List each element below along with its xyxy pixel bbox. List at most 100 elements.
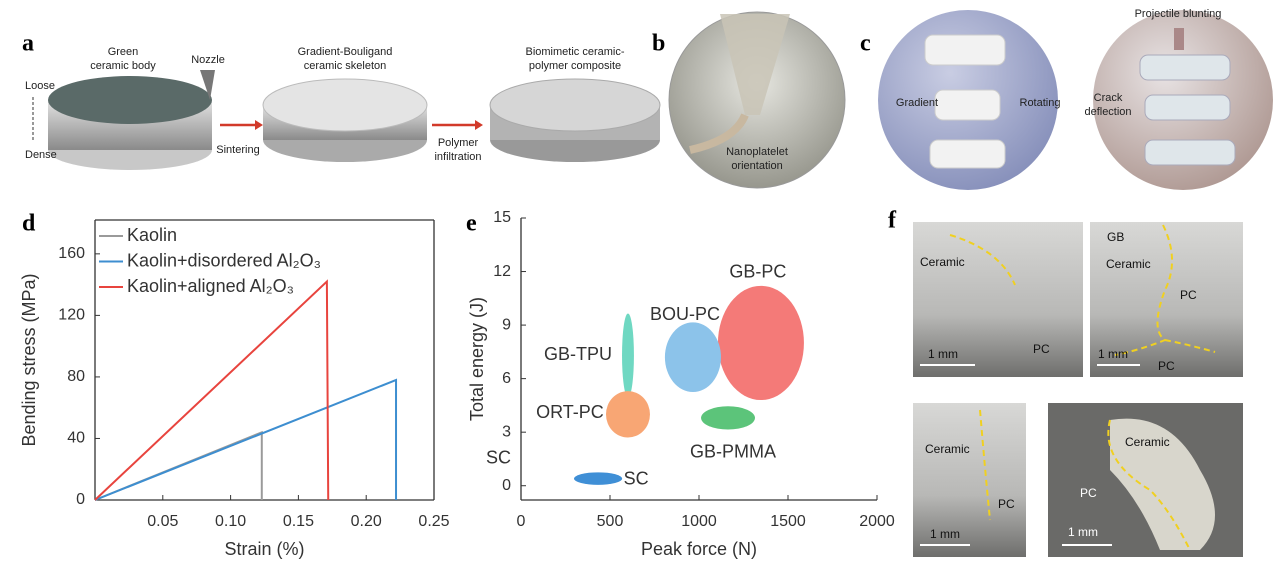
label: Loose bbox=[25, 80, 55, 92]
crack-path bbox=[949, 234, 1016, 286]
arrow-head bbox=[255, 120, 263, 130]
series-label: SC bbox=[624, 468, 649, 488]
y-axis-title: Total energy (J) bbox=[467, 297, 487, 421]
disk-top bbox=[489, 78, 661, 132]
label: Polymer bbox=[438, 137, 479, 149]
rods bbox=[1139, 54, 1231, 81]
label: PC bbox=[1180, 288, 1197, 302]
label: 1 mm bbox=[1098, 347, 1128, 361]
label: ceramic body bbox=[90, 60, 156, 72]
micrograph bbox=[913, 403, 1026, 557]
y-tick-label: 0 bbox=[76, 491, 85, 508]
arrow-head bbox=[475, 120, 483, 130]
label: Projectile blunting bbox=[1135, 8, 1222, 20]
label: Rotating bbox=[1020, 97, 1061, 109]
panel-f: f Ceramic 1 mm PC GB Ceramic PC 1 mm PC … bbox=[888, 208, 1243, 557]
series-label: ORT-PC bbox=[536, 402, 604, 422]
rods bbox=[1144, 139, 1236, 166]
y-tick-label: 0 bbox=[502, 477, 511, 494]
label: 1 mm bbox=[928, 347, 958, 361]
label: Ceramic bbox=[1106, 257, 1151, 271]
crack-path bbox=[979, 409, 991, 521]
label: Biomimetic ceramic- bbox=[525, 46, 624, 58]
y-tick-label: 15 bbox=[493, 209, 511, 226]
label: 1 mm bbox=[1068, 525, 1098, 539]
label: Ceramic bbox=[920, 255, 965, 269]
panel-letter: f bbox=[888, 208, 897, 234]
data-region bbox=[574, 472, 623, 485]
x-axis-title: Peak force (N) bbox=[641, 539, 757, 559]
panel-c: c Gradient Rotating Projectile blunting … bbox=[860, 8, 1273, 190]
filament bbox=[689, 113, 749, 154]
y-tick-label: 160 bbox=[58, 245, 85, 262]
label: PC bbox=[1033, 342, 1050, 356]
label: Nanoplatelet bbox=[726, 146, 788, 158]
data-region bbox=[717, 285, 804, 401]
y-tick-label: 3 bbox=[502, 423, 511, 440]
micrograph bbox=[913, 222, 1083, 377]
y-tick-label: 9 bbox=[502, 316, 511, 333]
series-label: GB-PC bbox=[729, 262, 786, 282]
rods bbox=[1144, 94, 1231, 121]
x-tick-label: 0.10 bbox=[215, 513, 246, 530]
label: Crack bbox=[1094, 92, 1123, 104]
y-tick-label: 80 bbox=[67, 368, 85, 385]
label: Ceramic bbox=[925, 442, 970, 456]
series-label: GB-PMMA bbox=[690, 442, 776, 462]
panel-letter: e bbox=[466, 211, 477, 237]
y-tick-label: 120 bbox=[58, 307, 85, 324]
x-tick-label: 0.05 bbox=[147, 513, 178, 530]
y-tick-label: 12 bbox=[493, 263, 511, 280]
data-line bbox=[94, 378, 398, 501]
label: Nozzle bbox=[191, 54, 225, 66]
label: Sintering bbox=[216, 144, 259, 156]
label: 1 mm bbox=[930, 527, 960, 541]
x-tick-label: 1500 bbox=[770, 513, 806, 530]
y-axis-title: Bending stress (MPa) bbox=[19, 273, 39, 446]
panel-letter: a bbox=[22, 31, 34, 57]
disk-top bbox=[262, 78, 428, 132]
panel-b: b Nanoplatelet orientation bbox=[652, 11, 846, 189]
x-tick-label: 0.20 bbox=[351, 513, 382, 530]
ceramic-region bbox=[1110, 418, 1215, 550]
series-label: BOU-PC bbox=[650, 304, 720, 324]
label: Dense bbox=[25, 149, 57, 161]
label: ceramic skeleton bbox=[304, 60, 387, 72]
crack-path bbox=[1114, 224, 1216, 356]
x-tick-label: 0.25 bbox=[418, 513, 449, 530]
nozzle bbox=[200, 70, 215, 100]
data-region bbox=[605, 391, 650, 438]
label: Gradient bbox=[896, 97, 938, 109]
disk-top bbox=[48, 76, 212, 124]
label: PC bbox=[998, 497, 1015, 511]
nozzle bbox=[720, 14, 790, 115]
micrograph bbox=[1090, 222, 1243, 377]
label: Gradient-Bouligand bbox=[298, 46, 393, 58]
series-label: GB-TPU bbox=[544, 344, 612, 364]
label: PC bbox=[1158, 359, 1175, 373]
label: Green bbox=[108, 46, 139, 58]
x-tick-label: 0 bbox=[517, 513, 526, 530]
label: deflection bbox=[1084, 106, 1131, 118]
panel-letter: d bbox=[22, 211, 36, 237]
rods bbox=[934, 89, 1001, 121]
x-tick-label: 500 bbox=[597, 513, 624, 530]
x-tick-label: 1000 bbox=[681, 513, 717, 530]
data-line bbox=[94, 279, 330, 501]
label: polymer composite bbox=[529, 60, 621, 72]
panel-letter: b bbox=[652, 31, 665, 57]
y-tick-label: 6 bbox=[502, 370, 511, 387]
label: infiltration bbox=[434, 151, 481, 163]
data-region bbox=[701, 406, 755, 430]
label: Ceramic bbox=[1125, 435, 1170, 449]
rods bbox=[929, 139, 1006, 169]
label: GB bbox=[1107, 230, 1124, 244]
legend-label: Kaolin+aligned Al₂O₃ bbox=[127, 276, 294, 296]
label: PC bbox=[1080, 486, 1097, 500]
legend-label: Kaolin+disordered Al₂O₃ bbox=[127, 250, 321, 270]
rods bbox=[924, 34, 1006, 66]
panel-a: a Green ceramic body Nozzle Loose Dense … bbox=[22, 31, 661, 170]
panel-letter: c bbox=[860, 31, 871, 57]
legend-label: Kaolin bbox=[127, 225, 177, 245]
